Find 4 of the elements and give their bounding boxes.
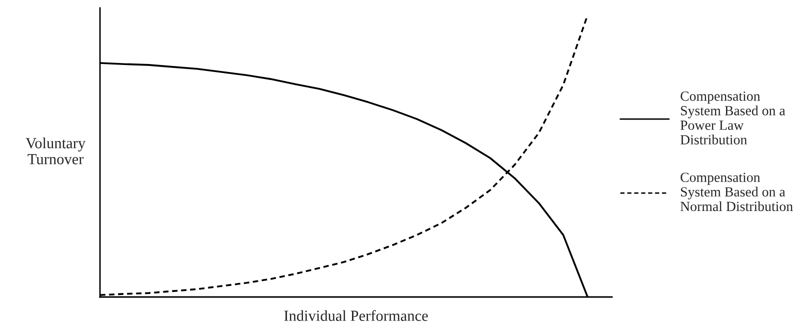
x-axis-title: Individual Performance (284, 310, 428, 321)
legend-label: Compensation System Based on a Power Law Distribution (680, 92, 786, 144)
legend-label: Compensation System Based on a Normal Distribution (680, 172, 793, 212)
y-axis-title: Voluntary Turnover (26, 138, 86, 164)
